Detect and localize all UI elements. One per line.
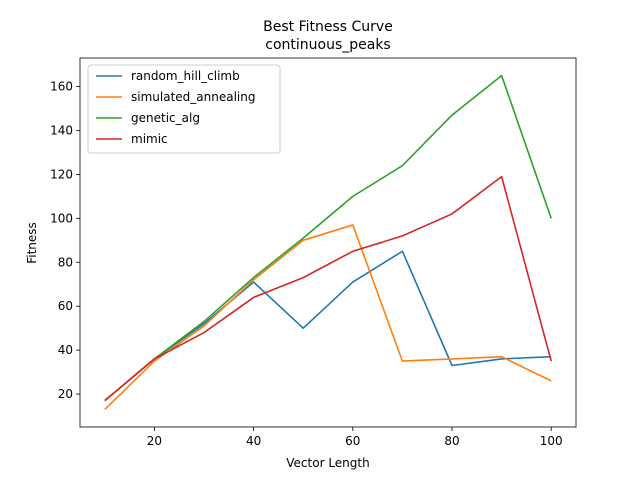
series-line-genetic-alg bbox=[104, 74, 552, 402]
x-tick-label: 40 bbox=[246, 434, 261, 448]
chart-title: Best Fitness Curve bbox=[263, 19, 393, 35]
x-tick-label: 80 bbox=[444, 434, 459, 448]
x-tick-label: 20 bbox=[147, 434, 162, 448]
legend-label: random_hill_climb bbox=[131, 69, 240, 83]
y-tick-label: 60 bbox=[58, 299, 73, 313]
series-line-simulated-annealing bbox=[104, 224, 552, 411]
x-axis-label: Vector Length bbox=[286, 456, 369, 470]
y-tick-label: 140 bbox=[50, 123, 73, 137]
series-line-random-hill-climb bbox=[104, 250, 552, 402]
legend-label: genetic_alg bbox=[131, 111, 200, 125]
y-tick-label: 80 bbox=[58, 255, 73, 269]
y-tick-label: 120 bbox=[50, 167, 73, 181]
plot-frame bbox=[79, 57, 577, 428]
x-tick-label: 100 bbox=[540, 434, 563, 448]
legend-label: mimic bbox=[131, 132, 168, 146]
axes: 20 40 60 80 100 20 40 60 80 100 120 140 160 bbox=[50, 57, 577, 448]
y-tick-label: 100 bbox=[50, 211, 73, 225]
series-line-mimic bbox=[104, 175, 552, 402]
y-tick-label: 160 bbox=[50, 80, 73, 94]
legend-label: simulated_annealing bbox=[131, 90, 255, 104]
y-tick-label: 20 bbox=[58, 387, 73, 401]
legend: random_hill_climb simulated_annealinggene… bbox=[87, 64, 281, 154]
x-tick-label: 60 bbox=[345, 434, 360, 448]
y-axis-label: Fitness bbox=[25, 222, 39, 264]
chart-subtitle: continuous_peaks bbox=[265, 37, 390, 53]
legend-box bbox=[87, 64, 281, 154]
y-tick-label: 40 bbox=[58, 343, 73, 357]
series-lines bbox=[104, 74, 552, 411]
